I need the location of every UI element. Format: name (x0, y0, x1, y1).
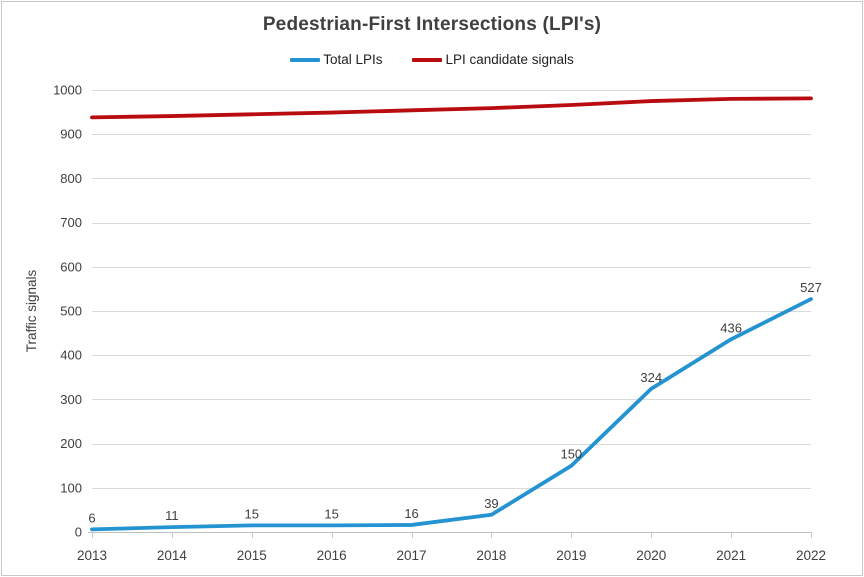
data-label-total-lpis: 527 (800, 280, 822, 295)
series-line-lpi-candidate-signals (90, 96, 813, 120)
y-tick-label: 300 (60, 392, 82, 407)
y-axis-title: Traffic signals (24, 269, 39, 352)
series-line-total-lpis (90, 297, 813, 532)
y-tick-label: 0 (75, 525, 82, 540)
x-tick-label: 2015 (237, 548, 267, 563)
legend: Total LPIs LPI candidate signals (2, 52, 862, 67)
y-tick-label: 700 (60, 215, 82, 230)
x-tick-label: 2018 (476, 548, 506, 563)
data-label-total-lpis: 15 (245, 506, 259, 521)
y-tick-label: 1000 (53, 83, 82, 98)
y-tick-label: 100 (60, 480, 82, 495)
data-label-total-lpis: 6 (88, 510, 95, 525)
data-label-total-lpis: 16 (404, 506, 418, 521)
x-tick-label: 2019 (556, 548, 586, 563)
data-label-total-lpis: 15 (324, 506, 338, 521)
data-label-total-lpis: 324 (640, 370, 662, 385)
y-tick-label: 200 (60, 436, 82, 451)
x-tick-label: 2016 (317, 548, 347, 563)
x-tick-label: 2014 (157, 548, 188, 563)
data-label-total-lpis: 436 (720, 320, 742, 335)
data-label-total-lpis: 39 (484, 496, 498, 511)
legend-item-lpi-candidate-signals: LPI candidate signals (412, 52, 574, 67)
legend-swatch-lpi-candidate-signals (412, 57, 443, 62)
data-label-total-lpis: 11 (165, 508, 179, 523)
x-tick-label: 2021 (716, 548, 746, 563)
y-tick-label: 400 (60, 348, 82, 363)
x-tick-label: 2013 (77, 548, 107, 563)
y-tick-label: 500 (60, 304, 82, 319)
legend-label-lpi-candidate-signals: LPI candidate signals (445, 52, 574, 67)
y-tick-label: 900 (60, 127, 82, 142)
legend-swatch-total-lpis (290, 57, 321, 62)
y-tick-label: 800 (60, 171, 82, 186)
data-label-total-lpis: 150 (560, 447, 582, 462)
chart-title: Pedestrian-First Intersections (LPI's) (262, 14, 602, 35)
x-tick-label: 2017 (397, 548, 427, 563)
y-tick-label: 600 (60, 259, 82, 274)
x-tick-label: 2020 (636, 548, 666, 563)
x-tick-label: 2022 (796, 548, 826, 563)
legend-label-total-lpis: Total LPIs (323, 52, 383, 67)
legend-item-total-lpis: Total LPIs (290, 52, 382, 67)
